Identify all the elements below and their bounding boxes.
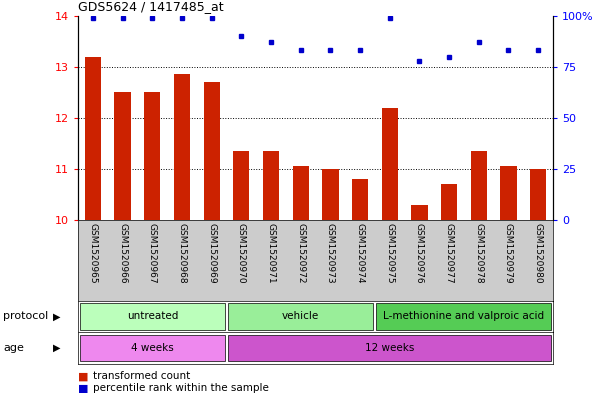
Text: GSM1520968: GSM1520968	[177, 223, 186, 284]
Text: ■: ■	[78, 371, 88, 382]
Text: GSM1520977: GSM1520977	[445, 223, 454, 284]
Bar	[376, 303, 552, 330]
Bar	[352, 179, 368, 220]
Bar	[411, 205, 427, 220]
Text: 12 weeks: 12 weeks	[365, 343, 415, 353]
Bar	[500, 167, 517, 220]
Bar	[441, 184, 457, 220]
Bar	[293, 167, 309, 220]
Text: GSM1520972: GSM1520972	[296, 223, 305, 284]
Text: vehicle: vehicle	[282, 311, 319, 321]
Text: 4 weeks: 4 weeks	[131, 343, 174, 353]
Text: GSM1520966: GSM1520966	[118, 223, 127, 284]
Bar	[114, 92, 131, 220]
Text: ■: ■	[78, 383, 88, 393]
Text: transformed count: transformed count	[93, 371, 191, 382]
Bar	[144, 92, 160, 220]
Text: GSM1520979: GSM1520979	[504, 223, 513, 284]
Bar	[174, 75, 190, 220]
Text: ▶: ▶	[53, 343, 61, 353]
Bar	[382, 108, 398, 220]
Text: L-methionine and valproic acid: L-methionine and valproic acid	[383, 311, 545, 321]
Bar	[228, 303, 373, 330]
Text: GSM1520967: GSM1520967	[148, 223, 157, 284]
Text: GSM1520980: GSM1520980	[534, 223, 543, 284]
Text: GSM1520978: GSM1520978	[474, 223, 483, 284]
Text: percentile rank within the sample: percentile rank within the sample	[93, 383, 269, 393]
Bar	[530, 169, 546, 220]
Text: GSM1520965: GSM1520965	[88, 223, 97, 284]
Text: GSM1520974: GSM1520974	[356, 223, 365, 284]
Bar	[233, 151, 249, 220]
Text: GSM1520969: GSM1520969	[207, 223, 216, 284]
Text: GSM1520971: GSM1520971	[266, 223, 275, 284]
Bar	[263, 151, 279, 220]
Text: GSM1520973: GSM1520973	[326, 223, 335, 284]
Text: age: age	[3, 343, 24, 353]
Bar	[471, 151, 487, 220]
Bar	[79, 303, 225, 330]
Bar	[228, 334, 552, 361]
Bar	[85, 57, 101, 220]
Bar	[204, 82, 220, 220]
Text: GSM1520975: GSM1520975	[385, 223, 394, 284]
Bar	[322, 169, 338, 220]
Text: GSM1520970: GSM1520970	[237, 223, 246, 284]
Text: protocol: protocol	[3, 311, 48, 321]
Bar	[79, 334, 225, 361]
Text: GDS5624 / 1417485_at: GDS5624 / 1417485_at	[78, 0, 224, 13]
Text: untreated: untreated	[127, 311, 178, 321]
Text: ▶: ▶	[53, 311, 61, 321]
Text: GSM1520976: GSM1520976	[415, 223, 424, 284]
